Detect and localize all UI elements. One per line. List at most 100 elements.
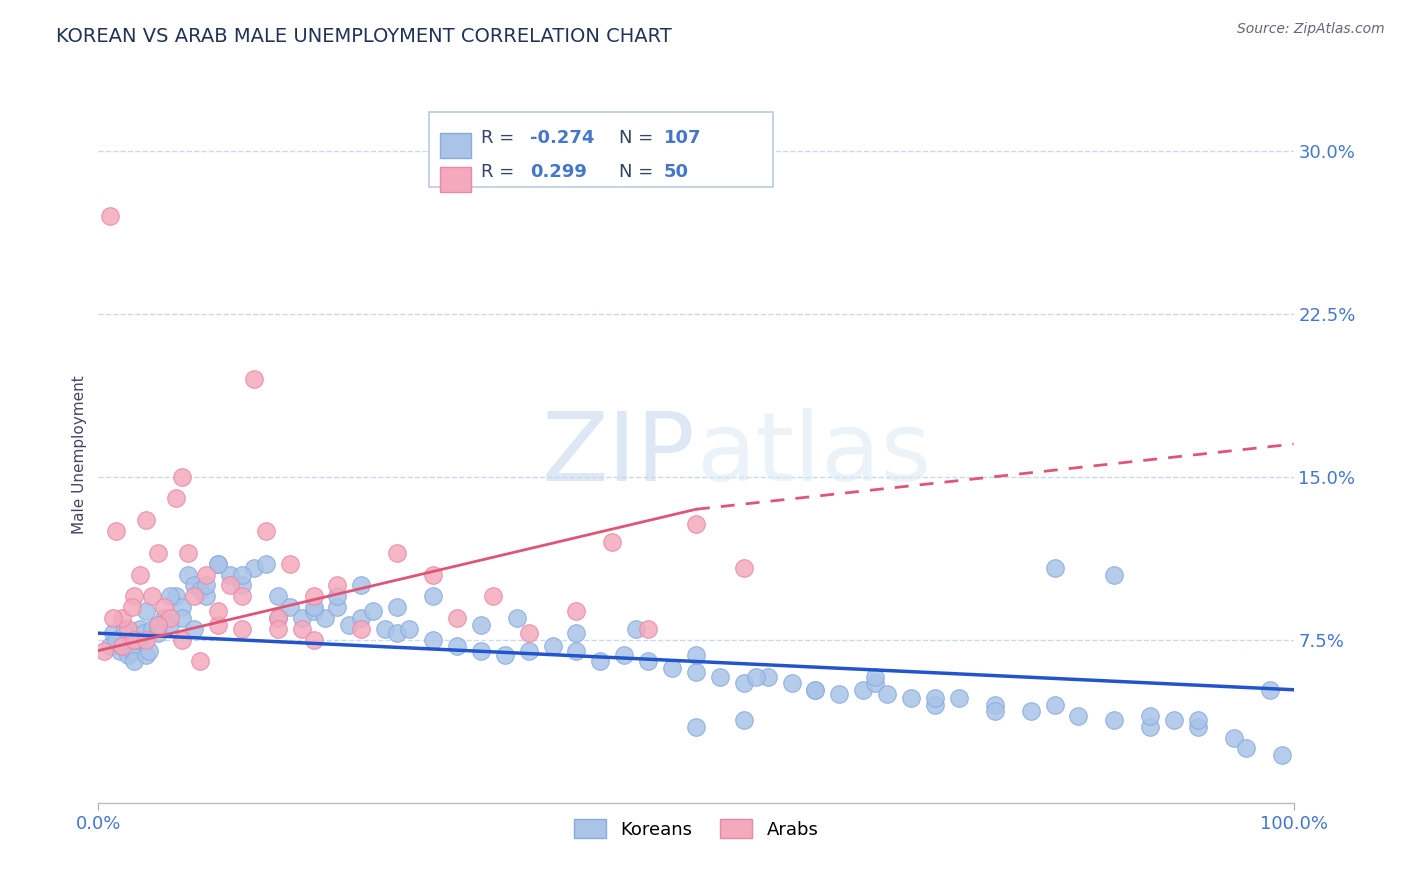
Point <box>733 713 755 727</box>
Point <box>117 648 139 662</box>
Point <box>482 589 505 603</box>
Point <box>339 617 361 632</box>
Point <box>135 605 157 619</box>
Point <box>124 632 146 647</box>
Point <box>685 665 707 680</box>
Point <box>291 622 314 636</box>
Point <box>804 682 827 697</box>
Point <box>254 557 277 571</box>
Point <box>1187 713 1209 727</box>
Point <box>302 605 325 619</box>
Point <box>121 600 143 615</box>
Point <box>278 557 301 571</box>
Point <box>1234 741 1257 756</box>
Point <box>602 534 624 549</box>
Point <box>385 546 409 560</box>
Point <box>172 611 194 625</box>
Point <box>207 557 229 571</box>
Point <box>315 611 337 625</box>
Point <box>745 670 768 684</box>
Point <box>637 622 659 636</box>
Point <box>1104 713 1126 727</box>
Point <box>267 589 290 603</box>
Point <box>685 648 707 662</box>
Point <box>129 567 152 582</box>
Point <box>219 578 242 592</box>
Point <box>153 600 176 615</box>
Text: N =: N = <box>619 129 658 147</box>
Text: 107: 107 <box>664 129 702 147</box>
Point <box>924 698 946 712</box>
Point <box>243 372 266 386</box>
Point <box>506 611 529 625</box>
Point <box>1271 747 1294 762</box>
Point <box>291 611 314 625</box>
Point <box>326 600 349 615</box>
Point <box>446 611 468 625</box>
Point <box>589 655 612 669</box>
Point <box>93 643 115 657</box>
Point <box>135 513 157 527</box>
Point <box>231 567 253 582</box>
Point <box>108 643 131 657</box>
Point <box>111 639 134 653</box>
Point <box>1139 708 1161 723</box>
Point <box>709 670 731 684</box>
Point <box>1163 713 1185 727</box>
Point <box>517 626 540 640</box>
Point <box>565 643 588 657</box>
Point <box>165 491 187 506</box>
Point <box>129 622 152 636</box>
Point <box>517 643 540 657</box>
Point <box>207 617 229 632</box>
Point <box>828 687 851 701</box>
Point <box>219 567 242 582</box>
Point <box>124 589 146 603</box>
Point <box>626 622 648 636</box>
Point <box>267 611 290 625</box>
Point <box>350 611 373 625</box>
Text: N =: N = <box>619 163 658 181</box>
Point <box>948 691 970 706</box>
Point <box>183 622 205 636</box>
Point <box>363 605 385 619</box>
Text: -0.274: -0.274 <box>530 129 595 147</box>
Text: Source: ZipAtlas.com: Source: ZipAtlas.com <box>1237 22 1385 37</box>
Point <box>326 589 349 603</box>
Point <box>1187 720 1209 734</box>
Point <box>385 626 409 640</box>
Point <box>780 676 803 690</box>
Point <box>231 589 253 603</box>
Point <box>1104 567 1126 582</box>
Point <box>195 567 218 582</box>
Point <box>165 589 187 603</box>
Point <box>172 469 194 483</box>
Point <box>132 626 155 640</box>
Point <box>350 622 373 636</box>
Point <box>105 524 128 538</box>
Text: atlas: atlas <box>696 409 931 501</box>
Text: 50: 50 <box>664 163 689 181</box>
Text: 0.299: 0.299 <box>530 163 586 181</box>
Point <box>267 622 290 636</box>
Point <box>183 589 205 603</box>
Point <box>733 561 755 575</box>
Point <box>105 632 128 647</box>
Point <box>385 600 409 615</box>
Point <box>1223 731 1246 745</box>
Point <box>374 622 396 636</box>
Point <box>1139 720 1161 734</box>
Point <box>924 691 946 706</box>
Point <box>302 600 325 615</box>
Point <box>876 687 898 701</box>
Point <box>183 578 205 592</box>
Point <box>98 639 122 653</box>
Point <box>148 617 170 632</box>
Point <box>101 626 124 640</box>
Point <box>900 691 922 706</box>
Point <box>148 617 170 632</box>
Point <box>302 632 325 647</box>
Point <box>153 611 176 625</box>
Point <box>733 676 755 690</box>
Point <box>267 611 290 625</box>
